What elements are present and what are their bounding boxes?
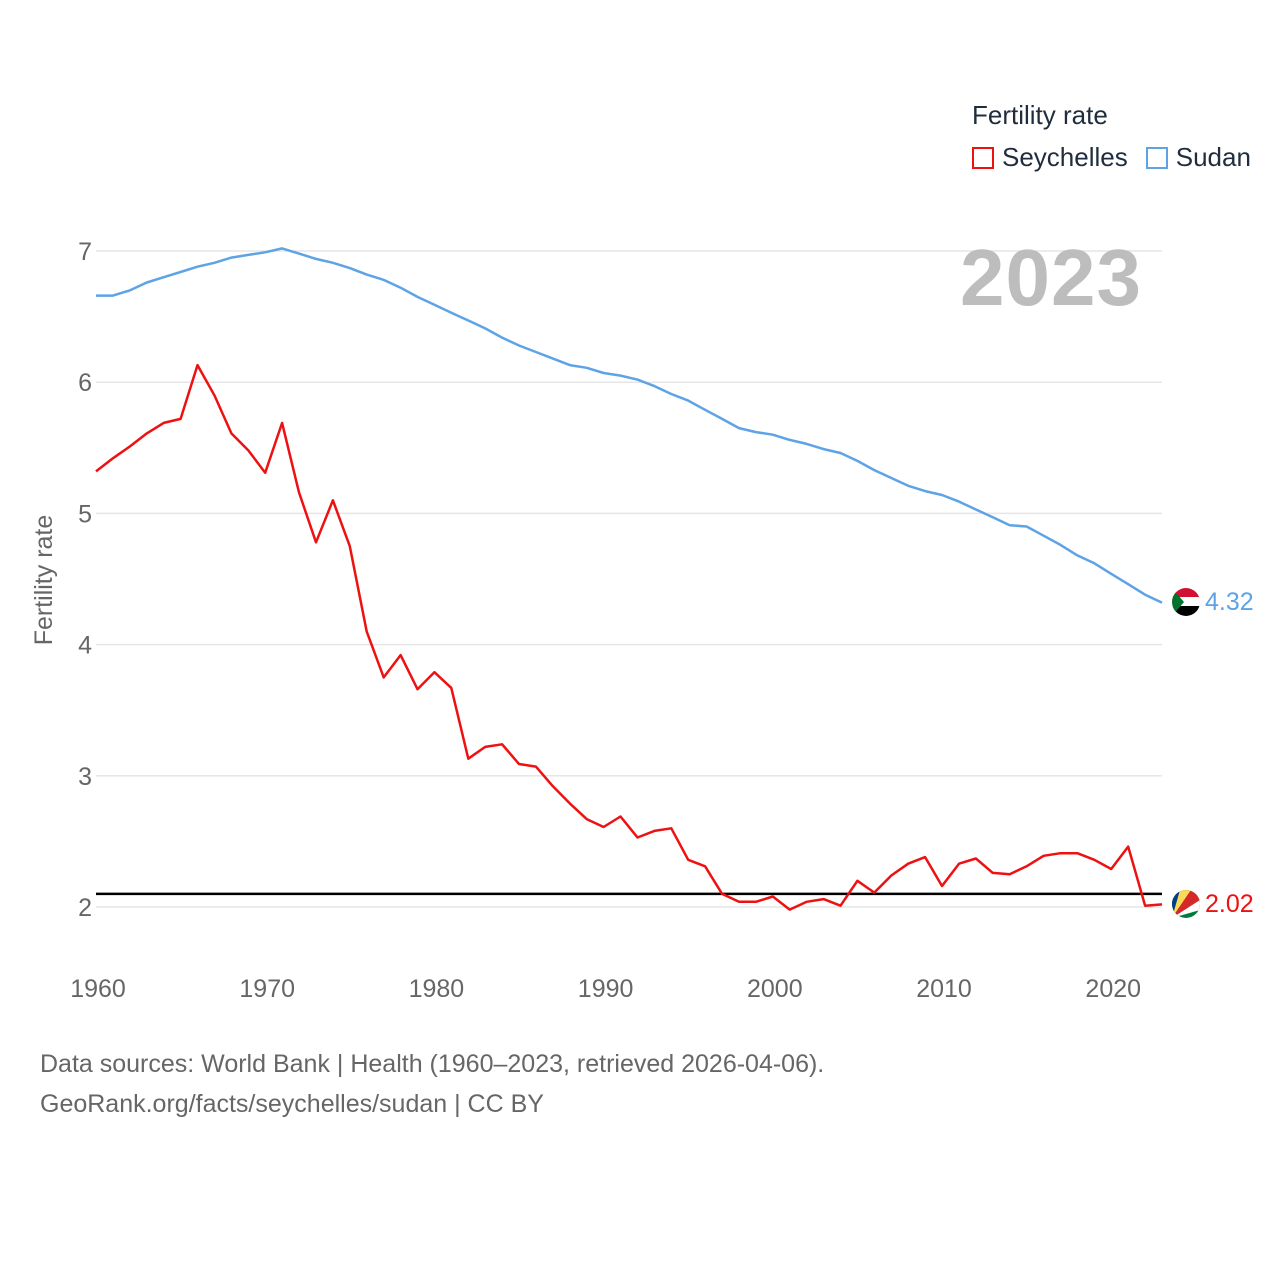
x-tick-label-1980: 1980 [409,975,465,1003]
series-lines [95,247,1163,911]
footer-credit: GeoRank.org/facts/seychelles/sudan | CC … [40,1090,544,1118]
x-tick-label-2010: 2010 [916,975,972,1003]
y-tick-label-7: 7 [78,238,92,266]
legend-item-seychelles[interactable]: Seychelles [972,142,1128,173]
x-tick-label-1970: 1970 [239,975,295,1003]
series-line-seychelles [95,363,1163,911]
legend-item-sudan[interactable]: Sudan [1145,142,1251,173]
x-tick-label-2020: 2020 [1085,975,1141,1003]
end-label-sudan: 4.32 [1205,588,1254,616]
legend: Seychelles Sudan [972,142,1269,173]
y-tick-label-3: 3 [78,763,92,791]
x-axis-ticks: 1960 1970 1980 1990 2000 2010 2020 [70,975,1141,1003]
seychelles-flag-icon [1172,890,1200,918]
footer: Data sources: World Bank | Health (1960–… [40,1044,824,1124]
legend-label-seychelles: Seychelles [1002,142,1128,172]
y-tick-label-6: 6 [78,369,92,397]
y-tick-label-4: 4 [78,632,92,660]
sudan-flag-icon [1172,588,1200,616]
grid-lines [96,250,1162,908]
y-tick-label-2: 2 [78,894,92,922]
x-tick-label-1990: 1990 [578,975,634,1003]
series-line-sudan [96,247,1163,604]
y-tick-label-5: 5 [78,500,92,528]
end-labels: 2.02 4.32 [1205,588,1254,918]
y-axis-label: Fertility rate [30,515,58,646]
x-tick-label-1960: 1960 [70,975,126,1003]
legend-title: Fertility rate [972,100,1108,130]
footer-sources: Data sources: World Bank | Health (1960–… [40,1050,825,1078]
legend-swatch-sudan [1145,146,1168,169]
y-axis-ticks: 2 3 4 5 6 7 [78,238,92,922]
legend-label-sudan: Sudan [1175,142,1251,172]
end-label-seychelles: 2.02 [1205,890,1254,918]
x-tick-label-2000: 2000 [747,975,803,1003]
legend-swatch-seychelles [972,146,994,169]
current-year-label: 2023 [960,233,1142,322]
